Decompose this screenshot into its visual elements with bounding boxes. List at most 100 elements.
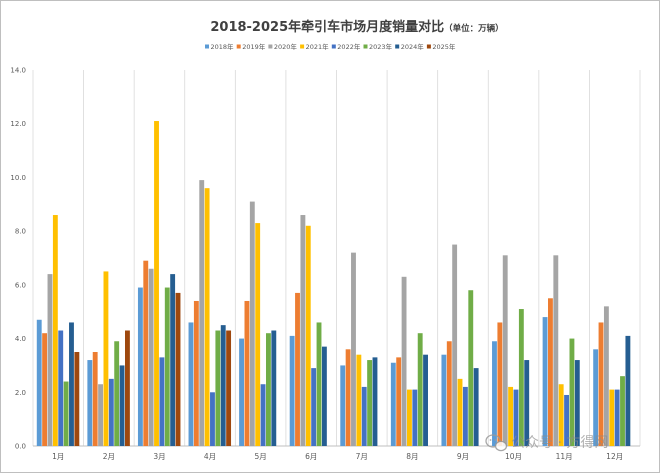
bar-2019-m1 [42, 333, 48, 446]
chart-title-unit: （单位：万辆） [444, 23, 504, 34]
bar-2023-m3 [164, 287, 170, 446]
bar-2018-m4 [188, 322, 194, 446]
bar-2023-m11 [569, 338, 575, 446]
bar-2022-m4 [210, 392, 215, 446]
bar-2024-m10 [524, 360, 530, 446]
x-tick-label: 4月 [204, 452, 216, 461]
legend-label: 2018年 [211, 42, 235, 51]
bar-2025-m3 [175, 292, 181, 446]
bar-2019-m8 [396, 357, 402, 446]
bar-2024-m1 [69, 322, 74, 446]
bar-2019-m11 [548, 298, 553, 446]
x-tick-label: 5月 [254, 452, 266, 461]
bar-2022-m10 [513, 389, 519, 446]
bar-2018-m11 [542, 317, 548, 446]
x-tick-label: 2月 [103, 452, 115, 461]
legend-item-2022: 2022年 [331, 42, 361, 51]
bar-2023-m7 [367, 360, 373, 446]
bar-2019-m6 [295, 292, 300, 446]
x-tick-label: 6月 [305, 452, 317, 461]
bar-2020-m1 [47, 274, 53, 446]
bar-2024-m4 [220, 325, 226, 446]
bar-2022-m2 [108, 378, 114, 446]
chart-title-main: 2018-2025年牵引车市场月度销量对比 [210, 19, 444, 35]
bar-2018-m7 [340, 365, 346, 446]
bar-2020-m6 [300, 215, 306, 446]
bar-2024-m3 [170, 274, 176, 446]
legend-item-2021: 2021年 [300, 42, 329, 51]
legend-label: 2023年 [369, 42, 393, 51]
bar-2023-m2 [114, 341, 120, 446]
legend-swatch [363, 44, 368, 49]
legend-label: 2025年 [432, 42, 456, 51]
x-tick-label: 3月 [153, 452, 165, 461]
bar-2020-m2 [98, 384, 103, 446]
legend-item-2018: 2018年 [205, 42, 234, 51]
y-tick-label: 4.0 [15, 335, 26, 343]
bar-2021-m3 [154, 121, 159, 446]
legend-label: 2024年 [401, 42, 425, 51]
bar-2019-m7 [345, 349, 351, 446]
y-tick-label: 6.0 [15, 281, 26, 289]
wechat-icon [485, 434, 508, 452]
legend-item-2025: 2025年 [426, 42, 456, 51]
bar-2024-m11 [574, 360, 580, 446]
bar-2021-m2 [103, 271, 109, 446]
y-tick-label: 12.0 [10, 120, 26, 128]
bar-2023-m4 [215, 330, 221, 446]
bar-2020-m7 [351, 252, 356, 446]
y-axis: 0.0 2.0 4.0 6.0 8.0 10.0 12.0 14.0 [10, 67, 26, 451]
bar-2020-m10 [502, 255, 508, 446]
bar-2023-m1 [63, 381, 69, 446]
legend-swatch [395, 44, 400, 49]
legend: 2018年 2019年 2020年 2021年 2022年 2023年 2024年 2025年 [205, 42, 456, 51]
bar-2025-m2 [125, 330, 130, 446]
bar-2019-m5 [244, 300, 250, 446]
legend-label: 2022年 [337, 42, 361, 51]
legend-swatch [331, 44, 336, 49]
bar-2020-m3 [148, 268, 154, 446]
legend-swatch [205, 44, 209, 49]
bar-2018-m8 [390, 362, 396, 446]
y-tick-label: 10.0 [10, 174, 26, 182]
bar-2019-m9 [446, 341, 452, 446]
x-tick-label: 10月 [505, 452, 522, 461]
legend-item-2024: 2024年 [395, 42, 424, 51]
chart-title: 2018-2025年牵引车市场月度销量对比（单位：万辆） [210, 19, 503, 35]
bar-2021-m11 [558, 384, 564, 446]
bar-2023-m8 [417, 333, 423, 446]
y-tick-label: 0.0 [15, 443, 26, 451]
bar-2022-m9 [462, 386, 468, 446]
legend-label: 2020年 [274, 42, 298, 51]
bar-2020-m12 [603, 306, 609, 446]
x-tick-label: 7月 [356, 452, 368, 461]
bar-2022-m12 [614, 389, 620, 446]
bar-2022-m8 [412, 389, 418, 446]
bar-2021-m5 [255, 223, 261, 446]
bar-2023-m10 [518, 309, 524, 446]
x-tick-label: 9月 [457, 452, 469, 461]
legend-swatch [300, 44, 305, 49]
bar-2019-m2 [92, 352, 98, 446]
bar-2022-m1 [58, 330, 64, 446]
bar-2018-m6 [289, 335, 295, 446]
gridlines [32, 70, 641, 446]
bar-2019-m4 [193, 300, 199, 446]
bar-2023-m12 [620, 376, 625, 446]
bar-2021-m10 [508, 386, 514, 446]
bar-2018-m10 [492, 341, 497, 446]
x-tick-label: 8月 [406, 452, 418, 461]
legend-swatch [268, 44, 273, 49]
bar-2019-m12 [598, 322, 604, 446]
bar-2024-m2 [119, 365, 125, 446]
bar-2018-m3 [137, 287, 143, 446]
bar-2018-m2 [87, 360, 93, 446]
bar-2019-m3 [143, 260, 149, 446]
bar-2024-m9 [473, 368, 479, 446]
x-tick-label: 1月 [52, 452, 64, 461]
bar-2022-m3 [159, 357, 165, 446]
bar-2018-m1 [36, 319, 42, 446]
x-tick-label: 11月 [556, 452, 573, 461]
bar-2021-m12 [609, 389, 615, 446]
